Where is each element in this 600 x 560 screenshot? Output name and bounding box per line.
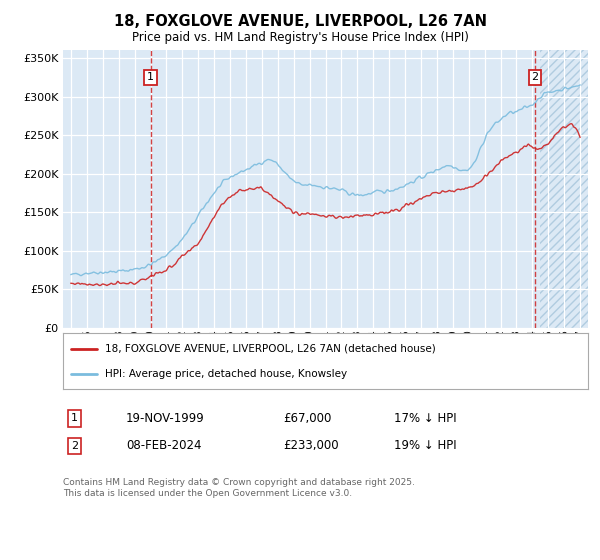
Text: HPI: Average price, detached house, Knowsley: HPI: Average price, detached house, Know…	[105, 368, 347, 379]
Text: 1: 1	[71, 413, 78, 423]
Text: 19% ↓ HPI: 19% ↓ HPI	[394, 440, 457, 452]
Text: 2: 2	[532, 72, 539, 82]
Text: This data is licensed under the Open Government Licence v3.0.: This data is licensed under the Open Gov…	[63, 489, 352, 498]
Bar	[540, 50, 588, 328]
Text: 19-NOV-1999: 19-NOV-1999	[126, 412, 205, 424]
Bar	[540, 50, 588, 328]
Text: 18, FOXGLOVE AVENUE, LIVERPOOL, L26 7AN: 18, FOXGLOVE AVENUE, LIVERPOOL, L26 7AN	[113, 14, 487, 29]
Text: Price paid vs. HM Land Registry's House Price Index (HPI): Price paid vs. HM Land Registry's House …	[131, 31, 469, 44]
Text: 18, FOXGLOVE AVENUE, LIVERPOOL, L26 7AN (detached house): 18, FOXGLOVE AVENUE, LIVERPOOL, L26 7AN …	[105, 344, 436, 354]
Text: 08-FEB-2024: 08-FEB-2024	[126, 440, 202, 452]
Text: 1: 1	[147, 72, 154, 82]
Text: 17% ↓ HPI: 17% ↓ HPI	[394, 412, 457, 424]
Text: £67,000: £67,000	[284, 412, 332, 424]
Text: £233,000: £233,000	[284, 440, 339, 452]
Text: 2: 2	[71, 441, 78, 451]
Text: Contains HM Land Registry data © Crown copyright and database right 2025.: Contains HM Land Registry data © Crown c…	[63, 478, 415, 487]
